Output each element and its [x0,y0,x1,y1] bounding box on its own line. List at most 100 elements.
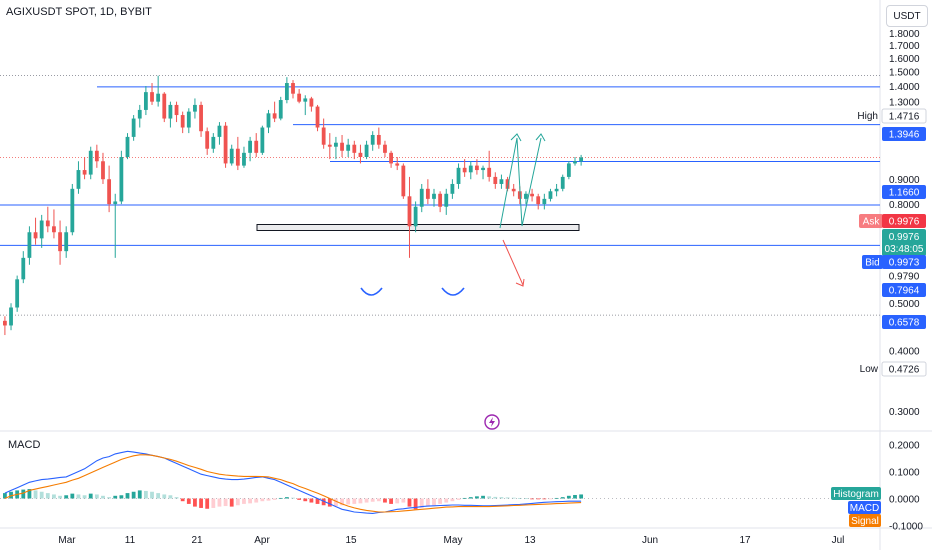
macd-histogram-bar [370,498,375,502]
currency-unit-button[interactable]: USDT [886,5,928,27]
high-value-bg [882,109,926,123]
level-badge-4-bg [882,315,926,329]
macd-histogram-bar [579,494,584,499]
macd-histogram-bar [284,497,289,499]
macd-histogram-bar [364,498,369,503]
macd-tick-label: -0.1000 [889,522,923,533]
bid-value: 0.9973 [889,258,920,269]
macd-histogram-bar [432,498,436,506]
candle-body [413,206,418,227]
macd-histogram-bar [425,498,430,507]
time-tick-label: 15 [345,535,357,546]
candle-body [88,150,93,175]
candle-body [389,152,393,164]
legend-macd: MACD [850,503,879,514]
price-tick-label: 0.4000 [889,346,920,357]
candle-body [9,307,13,326]
time-tick-label: Jun [642,535,658,546]
level-badge-1-bg [882,127,926,141]
candle-body [536,196,541,205]
candle-body [45,220,50,227]
macd-histogram-bar [499,497,504,499]
candle-body [199,104,203,132]
macd-histogram-bar [88,493,93,499]
candle-body [211,136,216,149]
macd-tick-label: 0.0000 [889,495,920,506]
candle-body [3,320,7,326]
macd-histogram-bar [352,498,357,504]
candle-body [309,98,314,107]
macd-histogram-bar [566,495,571,499]
candle-body [395,163,400,166]
macd-histogram-bar [186,498,191,504]
macd-histogram-bar [180,498,185,502]
candle-body [229,148,234,164]
low-value: 0.4726 [889,365,920,376]
candle-body [186,111,191,128]
level-badge-3: 0.7964 [889,286,920,297]
last-price-bg [882,229,926,256]
level-badge-1: 1.3946 [889,130,920,141]
candle-body [511,188,516,192]
macd-histogram-bar [407,498,412,507]
macd-histogram-bar [21,489,26,499]
macd-histogram-bar [58,495,62,499]
time-tick-label: 11 [125,535,136,546]
macd-histogram-bar [542,498,547,500]
candle-body [174,104,179,116]
candle-body [505,179,510,189]
macd-histogram-bar [573,494,577,499]
bottom-arc-1 [360,287,383,296]
macd-histogram-bar [346,498,351,505]
candle-body [143,92,148,110]
candle-body [315,106,320,128]
time-tick-label: 21 [191,535,203,546]
macd-histogram-bar [493,496,498,499]
candle-body [217,125,222,137]
price-tick-label: 1.3000 [889,98,920,109]
macd-histogram-bar [450,498,455,502]
candle-body [113,201,118,205]
candle-body [376,134,381,145]
macd-histogram-bar [315,498,320,504]
candle-body [542,198,547,205]
macd-histogram-bar [254,498,259,503]
macd-histogram-bar [168,495,173,499]
candle-body [419,188,424,207]
macd-histogram-bar [119,495,124,499]
candle-body [254,140,259,153]
candle-body [499,179,504,184]
candle-body [303,98,308,102]
candle-body [487,167,492,177]
bullish-projection-path [499,137,542,229]
ask-value: 0.9976 [889,217,920,228]
candle-body [297,93,302,102]
macd-histogram-bar [113,495,118,499]
candle-body [180,115,185,128]
macd-histogram-bar [401,498,406,503]
macd-histogram-bar [303,498,308,502]
candle-body [39,220,44,239]
high-label: High [857,111,878,122]
level-badge-4: 0.6578 [889,318,920,329]
ask-value-bg [882,214,926,228]
macd-histogram-bar [536,498,541,500]
lightning-bolt [489,417,495,427]
price-tick-label: 1.5000 [889,67,920,78]
macd-histogram-bar [143,490,148,499]
macd-histogram-bar [291,497,295,499]
time-tick-label: May [444,535,463,546]
candle-body [131,118,136,137]
macd-histogram-bar [505,497,510,499]
candle-body [278,100,283,119]
bid-label: Bid [865,258,879,269]
candle-body [401,165,406,197]
last-price-value: 0.9976 [889,232,920,243]
macd-histogram-bar [309,498,314,503]
low-value-bg [882,362,926,376]
macd-histogram-bar [468,497,473,499]
candle-body [58,232,62,252]
candle-body [334,142,338,147]
